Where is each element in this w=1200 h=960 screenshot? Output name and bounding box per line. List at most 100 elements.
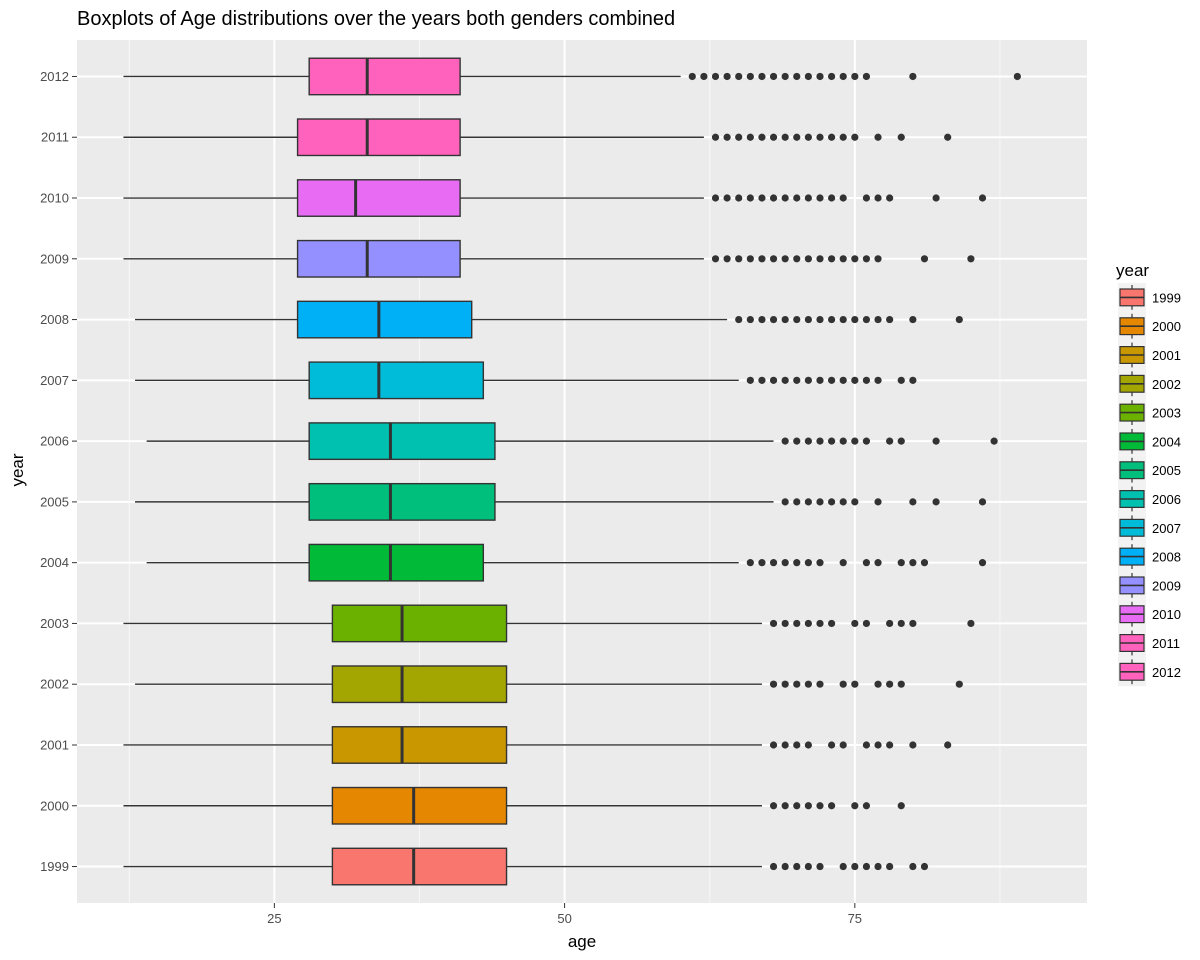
box-2002 bbox=[331, 665, 508, 704]
outlier-point bbox=[851, 802, 859, 810]
outlier-point bbox=[839, 862, 847, 871]
legend-item-2006: 2006 bbox=[1118, 484, 1181, 514]
outlier-point bbox=[851, 315, 859, 324]
y-tick-label: 2001 bbox=[40, 737, 69, 752]
outlier-point bbox=[723, 194, 731, 202]
outlier-point bbox=[816, 315, 824, 324]
box-2005 bbox=[308, 482, 496, 521]
y-tick-label: 1999 bbox=[40, 859, 69, 874]
outlier-point bbox=[886, 741, 894, 749]
outlier-point bbox=[862, 315, 871, 324]
outlier-point bbox=[804, 559, 812, 567]
outlier-point bbox=[793, 133, 801, 141]
y-tick-label: 2009 bbox=[40, 251, 69, 266]
box-2010 bbox=[296, 179, 461, 217]
outlier-point bbox=[839, 72, 847, 81]
outlier-point bbox=[955, 680, 963, 688]
outlier-point bbox=[874, 194, 882, 202]
outlier-point bbox=[711, 72, 720, 81]
outlier-point bbox=[920, 862, 929, 871]
legend-label: 2012 bbox=[1152, 665, 1181, 680]
outlier-point bbox=[769, 72, 778, 81]
legend-label: 1999 bbox=[1152, 290, 1181, 305]
legend-item-2001: 2001 bbox=[1118, 340, 1181, 370]
outlier-point bbox=[793, 194, 801, 202]
outlier-point bbox=[793, 802, 801, 810]
outlier-point bbox=[827, 437, 836, 445]
outlier-point bbox=[827, 802, 836, 810]
outlier-point bbox=[793, 498, 801, 506]
outlier-point bbox=[769, 559, 778, 567]
outlier-point bbox=[839, 437, 847, 445]
outlier-point bbox=[851, 255, 859, 263]
outlier-point bbox=[967, 619, 975, 628]
outlier-point bbox=[816, 437, 824, 445]
legend-label: 2011 bbox=[1152, 636, 1180, 651]
box-2001 bbox=[331, 726, 508, 764]
outlier-point bbox=[816, 802, 824, 810]
outlier-point bbox=[769, 619, 778, 628]
legend-label: 2001 bbox=[1152, 348, 1181, 363]
outlier-point bbox=[793, 72, 801, 81]
outlier-point bbox=[746, 194, 754, 202]
outlier-point bbox=[827, 741, 836, 749]
outlier-point bbox=[839, 315, 847, 324]
boxes-layer bbox=[123, 57, 1021, 886]
outlier-point bbox=[897, 559, 905, 567]
outlier-point bbox=[723, 72, 731, 81]
box-group-1999 bbox=[123, 847, 929, 886]
outlier-point bbox=[746, 255, 754, 263]
outlier-point bbox=[816, 72, 824, 81]
box-group-2012 bbox=[123, 57, 1021, 96]
outlier-point bbox=[816, 680, 824, 688]
outlier-point bbox=[746, 559, 754, 567]
legend-label: 2010 bbox=[1152, 607, 1181, 622]
box-2006 bbox=[308, 422, 496, 461]
outlier-point bbox=[758, 194, 766, 202]
legend-label: 2003 bbox=[1152, 406, 1181, 421]
y-axis-title: year bbox=[8, 453, 27, 486]
outlier-point bbox=[886, 862, 894, 871]
outlier-point bbox=[839, 194, 847, 202]
outlier-point bbox=[886, 315, 894, 324]
outlier-point bbox=[711, 194, 720, 202]
outlier-point bbox=[700, 72, 708, 81]
plot-panel bbox=[77, 40, 1087, 903]
x-axis-title: age bbox=[568, 932, 596, 951]
outlier-point bbox=[804, 680, 812, 688]
outlier-point bbox=[804, 498, 812, 506]
outlier-point bbox=[932, 498, 940, 506]
outlier-point bbox=[944, 741, 952, 749]
box-2007 bbox=[308, 361, 485, 400]
outlier-point bbox=[932, 437, 940, 445]
outlier-point bbox=[816, 862, 824, 871]
outlier-point bbox=[758, 255, 766, 263]
outlier-point bbox=[746, 133, 754, 141]
outlier-point bbox=[909, 72, 917, 81]
outlier-point bbox=[804, 133, 812, 141]
box-2011 bbox=[296, 118, 461, 157]
outlier-point bbox=[746, 72, 754, 81]
outlier-point bbox=[711, 133, 720, 141]
outlier-point bbox=[793, 741, 801, 749]
x-tick-label: 75 bbox=[848, 911, 862, 926]
outlier-point bbox=[978, 194, 987, 202]
outlier-point bbox=[874, 741, 882, 749]
box-group-2005 bbox=[135, 482, 987, 521]
outlier-point bbox=[851, 619, 859, 628]
outlier-point bbox=[874, 559, 882, 567]
outlier-point bbox=[827, 498, 836, 506]
outlier-point bbox=[816, 255, 824, 263]
outlier-point bbox=[874, 133, 882, 141]
legend-label: 2005 bbox=[1152, 463, 1181, 478]
outlier-point bbox=[793, 437, 801, 445]
box-group-2001 bbox=[123, 726, 952, 764]
outlier-point bbox=[793, 559, 801, 567]
outlier-point bbox=[955, 315, 963, 324]
outlier-point bbox=[920, 559, 929, 567]
outlier-point bbox=[793, 315, 801, 324]
box-group-2000 bbox=[123, 786, 905, 825]
outlier-point bbox=[897, 133, 905, 141]
outlier-point bbox=[862, 376, 871, 384]
